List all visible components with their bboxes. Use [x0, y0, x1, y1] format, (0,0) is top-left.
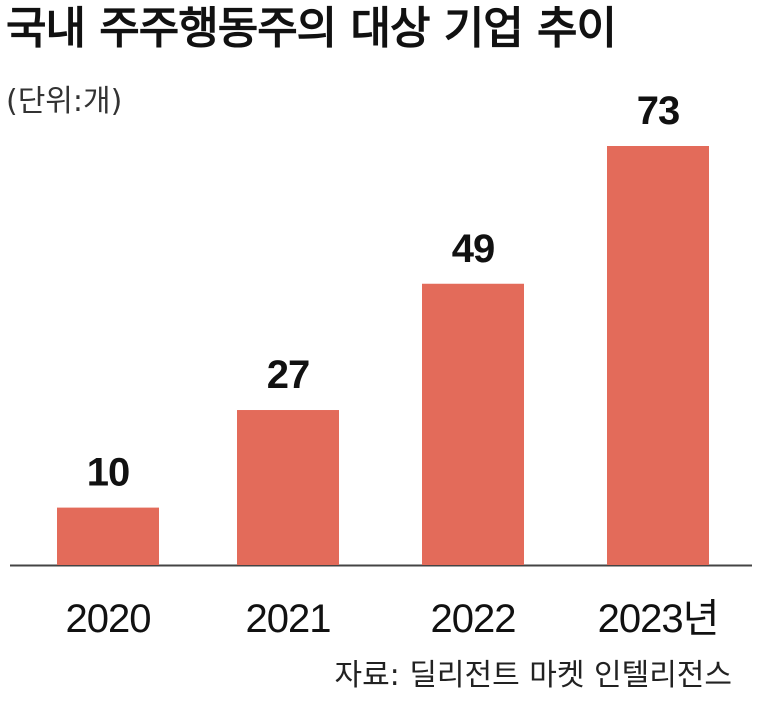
bar-2021	[237, 410, 339, 565]
bar-2023년	[607, 146, 709, 565]
x-tick-label: 2022	[431, 597, 516, 641]
data-label: 49	[452, 227, 495, 271]
data-label: 73	[637, 89, 680, 133]
data-label: 27	[267, 353, 310, 397]
x-tick-label: 2021	[246, 597, 331, 641]
bar-2020	[57, 507, 159, 565]
x-tick-label: 2023년	[598, 597, 719, 641]
x-tick-label: 2020	[66, 597, 151, 641]
source-note: 자료: 딜리전트 마켓 인텔리전스	[334, 658, 732, 693]
chart-title: 국내 주주행동주의 대상 기업 추이	[6, 3, 617, 54]
data-label: 10	[87, 451, 130, 495]
unit-note: (단위:개)	[6, 84, 123, 119]
bar-2022	[422, 283, 524, 565]
